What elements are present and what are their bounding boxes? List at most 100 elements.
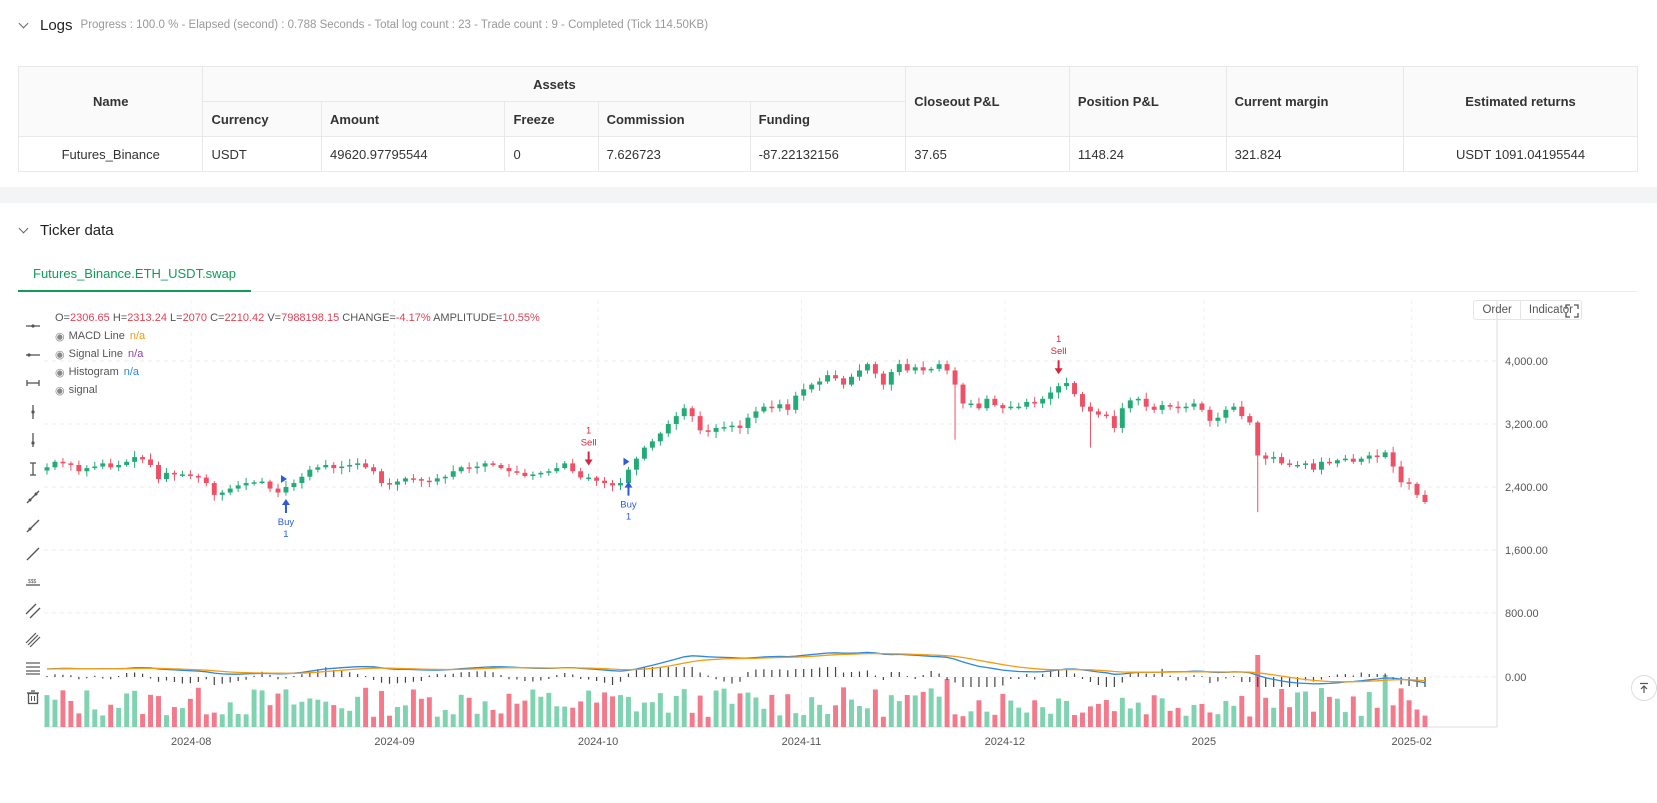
candle: [283, 487, 289, 493]
candle: [705, 430, 711, 432]
candle: [1247, 416, 1253, 423]
volume-bar: [697, 695, 703, 727]
order-button[interactable]: Order: [1474, 301, 1521, 319]
price-chart[interactable]: 4,000.00 3,200.00 2,400.00 1,600.00 800.00 0.…: [0, 300, 1657, 803]
ticker-header[interactable]: Ticker data: [0, 205, 1657, 255]
horizontal-line-icon[interactable]: [22, 312, 44, 341]
tab-eth-usdt-swap[interactable]: Futures_Binance.ETH_USDT.swap: [18, 256, 252, 292]
eye-icon[interactable]: ◉: [55, 348, 65, 361]
candle: [1024, 401, 1030, 407]
volume-bar: [1135, 702, 1141, 727]
volume-bar: [1215, 714, 1221, 727]
sell-arrow-icon: [1054, 360, 1063, 375]
histogram-bar: [1233, 676, 1235, 677]
eye-icon[interactable]: ◉: [55, 384, 65, 397]
x-tick-label: 2024-10: [578, 736, 618, 748]
histogram-bar: [1169, 675, 1171, 677]
volume-bar: [1119, 697, 1125, 727]
volume-bar: [745, 692, 751, 727]
volume-bar: [1239, 695, 1245, 727]
cell-position-pl: 1148.24: [1068, 136, 1227, 172]
volume-bar: [562, 706, 568, 727]
candle: [1151, 406, 1157, 410]
candle: [570, 463, 576, 472]
candle: [928, 368, 934, 371]
fibonacci-line-icon[interactable]: [22, 626, 44, 655]
legend-signal[interactable]: ◉ signal: [55, 381, 145, 399]
logs-header[interactable]: Logs Progress : 100.0 % - Elapsed (secon…: [0, 0, 1657, 50]
volume-bar: [1382, 675, 1388, 727]
volume-bar: [633, 711, 639, 727]
ray-line-icon[interactable]: [22, 512, 44, 541]
histogram-bar: [110, 677, 112, 680]
volume-bar: [251, 689, 257, 727]
histogram-bar: [827, 667, 829, 677]
volume-bar: [116, 707, 122, 727]
volume-bar: [164, 715, 169, 727]
fibonacci-retracement-icon[interactable]: [22, 654, 44, 683]
legend-histogram[interactable]: ◉ Histogram n/a: [55, 363, 145, 381]
histogram-bar: [293, 676, 295, 677]
vertical-segment-icon[interactable]: [22, 455, 44, 484]
indicator-button[interactable]: Indicator: [1528, 304, 1573, 316]
candle: [713, 427, 719, 432]
candle: [1135, 398, 1141, 401]
histogram-bar: [803, 669, 805, 677]
histogram-bar: [134, 672, 136, 677]
candle: [1295, 464, 1301, 467]
volume-bar: [1231, 705, 1237, 727]
volume-bar: [1191, 704, 1197, 727]
eye-icon[interactable]: ◉: [55, 330, 65, 343]
candle: [211, 483, 217, 495]
ohlc-change-label: CHANGE=: [342, 312, 396, 324]
candle: [649, 441, 655, 448]
volume-bar: [841, 687, 847, 727]
histogram-bar: [1177, 677, 1179, 681]
vertical-line-icon[interactable]: [22, 398, 44, 427]
chevron-down-icon[interactable]: [18, 19, 30, 31]
histogram-bar: [341, 670, 343, 677]
scroll-to-top-button[interactable]: [1631, 675, 1657, 701]
volume-bar: [777, 715, 783, 727]
legend-signal-line[interactable]: ◉ Signal Line n/a: [55, 345, 145, 363]
x-tick-label: 2024-08: [171, 736, 211, 748]
histogram-bar: [94, 675, 96, 677]
legend-macd-line[interactable]: ◉ MACD Line n/a: [55, 327, 145, 345]
candle: [187, 474, 193, 476]
trash-icon[interactable]: [22, 683, 44, 712]
histogram-bar: [261, 671, 263, 677]
candle: [1048, 392, 1054, 399]
horizontal-ray-icon[interactable]: [22, 341, 44, 370]
eye-icon[interactable]: ◉: [55, 366, 65, 379]
price-line-icon[interactable]: $$$: [22, 569, 44, 598]
volume-bar: [60, 690, 66, 727]
histogram-bar: [46, 676, 48, 677]
parallel-channel-icon[interactable]: [22, 597, 44, 626]
fullscreen-icon[interactable]: [1565, 304, 1579, 318]
volume-bar: [952, 714, 958, 727]
volume-bar: [1040, 707, 1046, 727]
volume-bar: [1422, 715, 1428, 727]
histogram-bar: [492, 672, 494, 677]
chevron-down-icon[interactable]: [18, 224, 30, 236]
x-tick-label: 2024-09: [374, 736, 414, 748]
volume-bar: [984, 711, 990, 727]
candle: [864, 364, 870, 371]
cell-current-margin: 321.824: [1225, 136, 1405, 172]
histogram-bar: [197, 677, 199, 682]
volume-bar: [872, 689, 878, 727]
segment-line-icon[interactable]: [22, 540, 44, 569]
col-funding: Funding: [749, 101, 907, 137]
histogram-bar: [333, 670, 335, 677]
histogram-bar: [460, 672, 462, 677]
horizontal-segment-icon[interactable]: [22, 369, 44, 398]
histogram-bar: [444, 674, 446, 677]
trend-line-icon[interactable]: [22, 483, 44, 512]
volume-bar: [482, 701, 488, 727]
chart-area[interactable]: $$$ 4,000.00 3,200.00 2,400.00 1,600.00 800.…: [0, 300, 1657, 803]
vertical-ray-icon[interactable]: [22, 426, 44, 455]
candle: [291, 483, 297, 487]
volume-bar: [546, 692, 552, 727]
histogram-bar: [1034, 677, 1036, 680]
histogram-bar: [842, 672, 845, 677]
